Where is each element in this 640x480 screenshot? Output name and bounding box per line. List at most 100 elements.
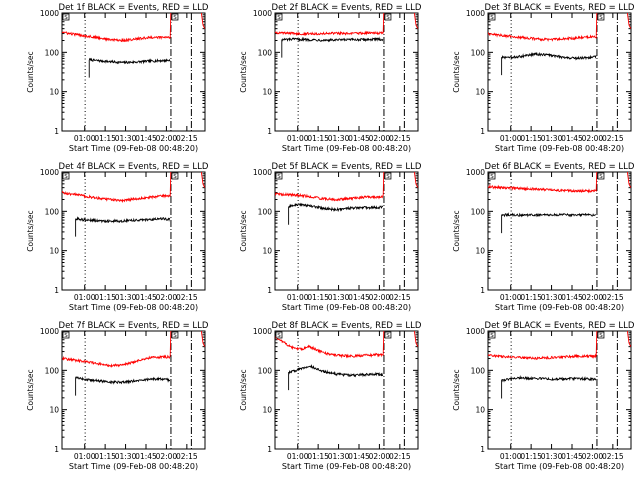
series-line-lld-tail bbox=[626, 172, 631, 188]
flag-box-saa-label: S bbox=[173, 333, 177, 339]
chart-title: Det 9f BLACK = Events, RED = LLD bbox=[485, 321, 635, 331]
x-tick-label: 01:30 bbox=[328, 452, 350, 461]
x-tick-label: 01:45 bbox=[348, 293, 370, 302]
plot-frame bbox=[487, 171, 632, 291]
x-axis-label: Start Time (09-Feb-08 00:48:20) bbox=[282, 144, 411, 153]
y-tick-label: 10 bbox=[49, 247, 59, 256]
x-tick-label: 01:30 bbox=[541, 134, 563, 143]
x-tick-label: 01:15 bbox=[520, 293, 542, 302]
y-tick-label: 100 bbox=[471, 366, 486, 375]
series-line-lld bbox=[488, 172, 598, 194]
x-tick-label: 02:15 bbox=[389, 293, 411, 302]
trace-layer bbox=[275, 13, 418, 58]
flag-box-saa-label: S bbox=[173, 174, 177, 180]
y-tick-label: 1 bbox=[267, 286, 272, 295]
y-axis-label: Counts/sec bbox=[452, 210, 461, 251]
series-line-lld-tail bbox=[200, 172, 205, 188]
flag-box-start bbox=[488, 331, 496, 339]
x-tick-label: 01:15 bbox=[307, 134, 329, 143]
x-tick-label: 01:30 bbox=[328, 293, 350, 302]
x-tick-label: 02:15 bbox=[602, 452, 624, 461]
y-axis-label: Counts/sec bbox=[239, 369, 248, 410]
y-axis-label: Counts/sec bbox=[26, 369, 35, 410]
series-line-events bbox=[501, 375, 597, 399]
flag-box-start bbox=[275, 172, 283, 180]
series-line-lld bbox=[275, 13, 385, 37]
y-tick-label: 1000 bbox=[40, 9, 59, 18]
series-line-lld bbox=[62, 331, 172, 368]
flag-box-start-label: S bbox=[277, 174, 281, 180]
x-tick-label: 01:15 bbox=[307, 293, 329, 302]
flag-box-saa bbox=[384, 13, 392, 21]
chart-title: Det 5f BLACK = Events, RED = LLD bbox=[272, 162, 422, 172]
y-tick-label: 1000 bbox=[253, 168, 272, 177]
flag-box-start-label: S bbox=[490, 174, 494, 180]
x-tick-label: 01:15 bbox=[94, 293, 116, 302]
x-tick-label: 02:00 bbox=[369, 293, 391, 302]
flag-box-start bbox=[488, 13, 496, 21]
series-line-events bbox=[75, 375, 171, 396]
y-tick-label: 10 bbox=[475, 406, 485, 415]
series-line-lld-tail bbox=[200, 13, 205, 29]
x-tick-label: 01:15 bbox=[94, 452, 116, 461]
x-axis-label: Start Time (09-Feb-08 00:48:20) bbox=[495, 462, 624, 471]
chart-panel-det-2f: Det 2f BLACK = Events, RED = LLD 1 10 100 10… bbox=[239, 3, 422, 153]
flag-box-saa-label: S bbox=[599, 174, 603, 180]
flag-box-start-label: S bbox=[277, 15, 281, 21]
x-axis-label: Start Time (09-Feb-08 00:48:20) bbox=[495, 144, 624, 153]
chart-title: Det 6f BLACK = Events, RED = LLD bbox=[485, 162, 635, 172]
x-tick-label: 02:15 bbox=[176, 452, 198, 461]
x-tick-label: 02:00 bbox=[156, 134, 178, 143]
flag-box-saa bbox=[597, 331, 605, 339]
y-tick-label: 10 bbox=[49, 406, 59, 415]
trace-layer bbox=[275, 331, 418, 391]
y-tick-label: 1 bbox=[480, 127, 485, 136]
series-line-lld-tail bbox=[626, 331, 631, 347]
chart-title: Det 2f BLACK = Events, RED = LLD bbox=[272, 3, 422, 13]
x-tick-label: 01:00 bbox=[74, 293, 96, 302]
series-line-lld bbox=[62, 172, 172, 204]
flag-box-saa-label: S bbox=[599, 333, 603, 339]
y-tick-label: 1 bbox=[54, 127, 59, 136]
series-line-lld bbox=[62, 13, 172, 43]
plot-frame bbox=[487, 12, 632, 132]
x-tick-label: 01:30 bbox=[328, 134, 350, 143]
x-tick-label: 01:45 bbox=[561, 452, 583, 461]
y-tick-label: 1 bbox=[267, 445, 272, 454]
x-tick-label: 01:00 bbox=[287, 293, 309, 302]
flag-box-saa bbox=[171, 172, 179, 180]
y-tick-label: 10 bbox=[262, 88, 272, 97]
x-tick-label: 01:00 bbox=[500, 293, 522, 302]
x-tick-label: 02:15 bbox=[176, 293, 198, 302]
y-axis-label: Counts/sec bbox=[239, 210, 248, 251]
chart-title: Det 1f BLACK = Events, RED = LLD bbox=[59, 3, 209, 13]
flag-box-saa-label: S bbox=[386, 333, 390, 339]
series-line-lld bbox=[275, 331, 385, 359]
series-line-lld bbox=[488, 331, 598, 361]
x-tick-label: 02:00 bbox=[582, 452, 604, 461]
y-tick-label: 100 bbox=[45, 48, 60, 57]
x-tick-label: 01:00 bbox=[500, 134, 522, 143]
chart-title: Det 4f BLACK = Events, RED = LLD bbox=[59, 162, 209, 172]
flag-box-start bbox=[62, 331, 70, 339]
series-line-events bbox=[288, 202, 384, 225]
y-tick-label: 100 bbox=[45, 207, 60, 216]
y-tick-label: 10 bbox=[475, 88, 485, 97]
y-axis-label: Counts/sec bbox=[452, 369, 461, 410]
x-tick-label: 01:15 bbox=[520, 452, 542, 461]
flag-box-start-label: S bbox=[490, 15, 494, 21]
series-line-events bbox=[501, 51, 597, 76]
x-tick-label: 01:45 bbox=[348, 452, 370, 461]
chart-panel-det-8f: Det 8f BLACK = Events, RED = LLD 1 10 100 10… bbox=[239, 321, 422, 471]
series-line-lld-tail bbox=[626, 13, 631, 29]
flag-box-saa-label: S bbox=[386, 174, 390, 180]
trace-layer bbox=[488, 331, 631, 399]
series-line-events bbox=[501, 212, 597, 234]
y-tick-label: 1 bbox=[54, 445, 59, 454]
x-tick-label: 01:00 bbox=[287, 134, 309, 143]
flag-box-saa bbox=[171, 331, 179, 339]
x-tick-label: 02:00 bbox=[582, 293, 604, 302]
y-tick-label: 1000 bbox=[40, 168, 59, 177]
y-tick-label: 10 bbox=[262, 406, 272, 415]
